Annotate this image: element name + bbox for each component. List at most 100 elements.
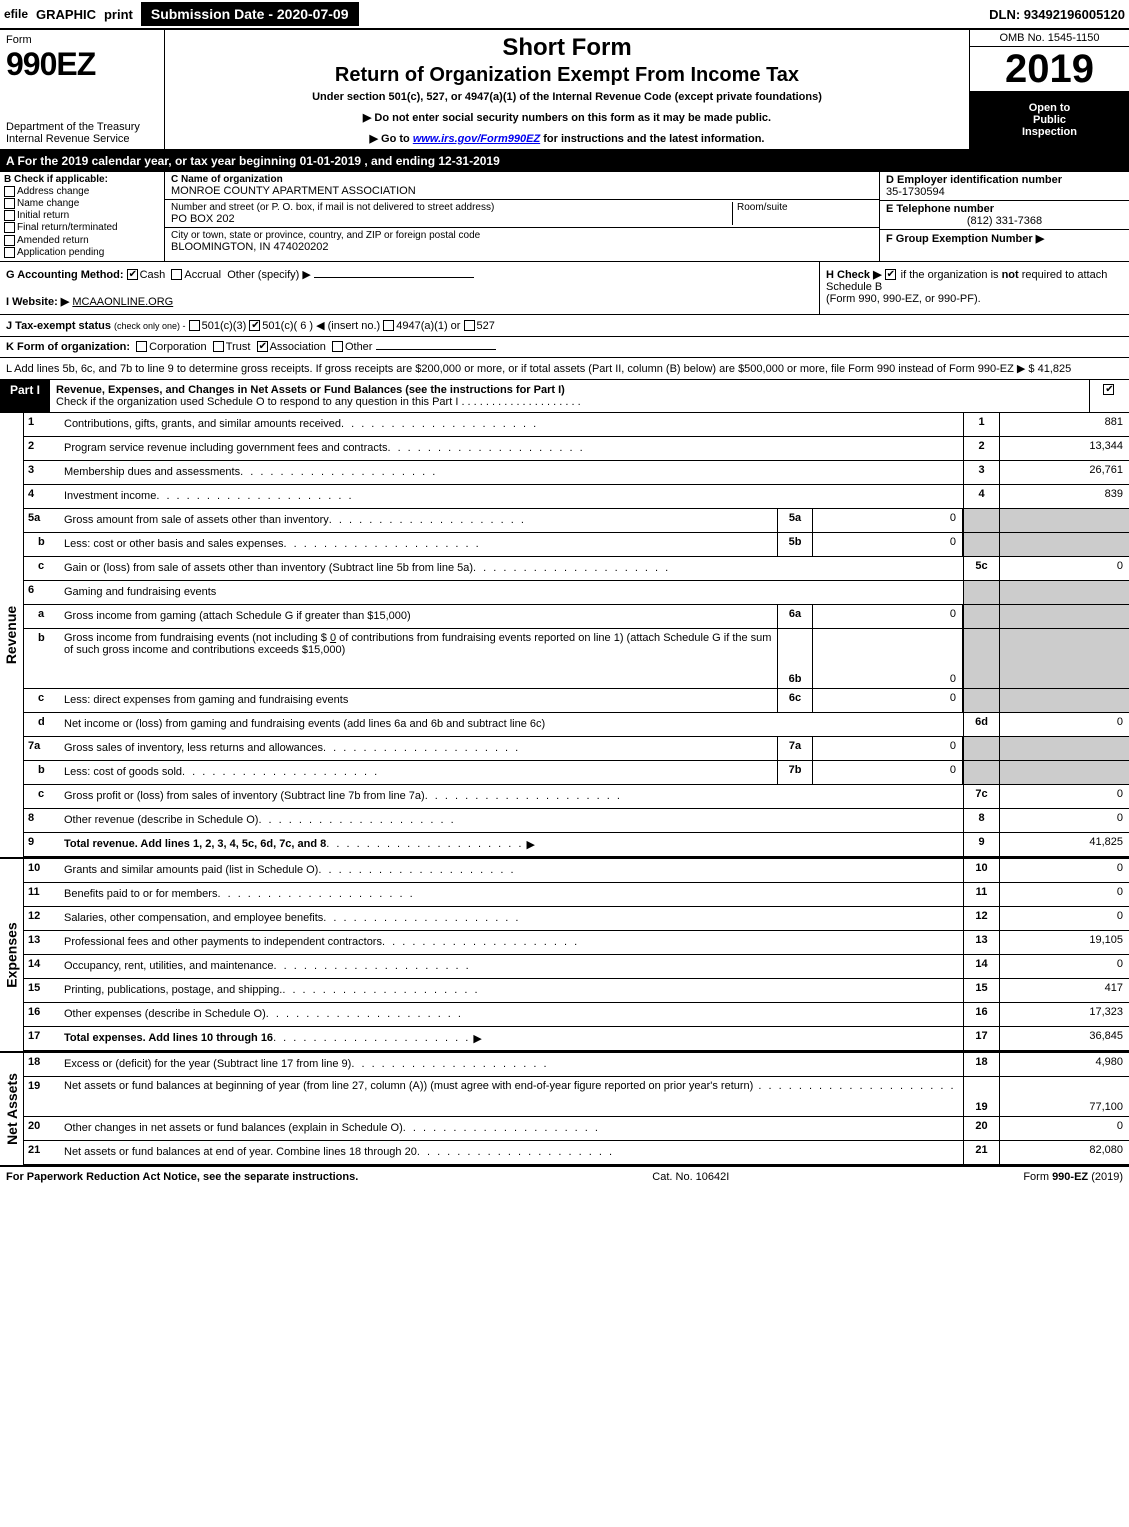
print-link[interactable]: print xyxy=(104,7,133,22)
line-21: 21 Net assets or fund balances at end of… xyxy=(24,1141,1129,1165)
part1-check[interactable] xyxy=(1089,380,1129,412)
line-5b-val: 0 xyxy=(813,533,963,556)
line-7a: 7a Gross sales of inventory, less return… xyxy=(24,737,1129,761)
form-header: Form 990EZ Department of the Treasury In… xyxy=(0,30,1129,151)
footer-left: For Paperwork Reduction Act Notice, see … xyxy=(6,1171,358,1183)
open-2: Public xyxy=(972,114,1127,126)
line-16: 16 Other expenses (describe in Schedule … xyxy=(24,1003,1129,1027)
line-6c-val: 0 xyxy=(813,689,963,712)
group-label: F Group Exemption Number ▶ xyxy=(886,233,1044,245)
room-suite: Room/suite xyxy=(733,202,873,225)
expenses-section: Expenses 10 Grants and similar amounts p… xyxy=(0,857,1129,1051)
line-21-val: 82,080 xyxy=(999,1141,1129,1164)
g-other: Other (specify) ▶ xyxy=(227,269,311,281)
l-row: L Add lines 5b, 6c, and 7b to line 9 to … xyxy=(0,358,1129,380)
ck-assoc[interactable] xyxy=(257,341,268,352)
line-7b: b Less: cost of goods sold 7b 0 xyxy=(24,761,1129,785)
ck-other[interactable] xyxy=(332,341,343,352)
j-501c3: 501(c)(3) xyxy=(202,320,247,332)
line-7b-val: 0 xyxy=(813,761,963,784)
form-number: 990EZ xyxy=(6,46,158,83)
ein-value: 35-1730594 xyxy=(886,186,1123,198)
top-bar: efile GRAPHIC print Submission Date - 20… xyxy=(0,0,1129,30)
j-label: J Tax-exempt status xyxy=(6,320,111,332)
j-sub: (check only one) - xyxy=(114,321,186,331)
ck-4947[interactable] xyxy=(383,320,394,331)
netassets-section: Net Assets 18 Excess or (deficit) for th… xyxy=(0,1051,1129,1165)
entity-block: B Check if applicable: Address change Na… xyxy=(0,172,1129,262)
ck-address-change[interactable]: Address change xyxy=(4,186,160,197)
city-value: BLOOMINGTON, IN 474020202 xyxy=(171,241,873,253)
line-6b-fill: 0 xyxy=(330,632,336,644)
line-19: 19 Net assets or fund balances at beginn… xyxy=(24,1077,1129,1117)
line-20-val: 0 xyxy=(999,1117,1129,1140)
go-to-post: for instructions and the latest informat… xyxy=(543,133,764,145)
street-addr: Number and street (or P. O. box, if mail… xyxy=(171,202,733,225)
org-name: MONROE COUNTY APARTMENT ASSOCIATION xyxy=(171,185,873,197)
h-text3: (Form 990, 990-EZ, or 990-PF). xyxy=(826,293,981,305)
line-1: 1 Contributions, gifts, grants, and simi… xyxy=(24,413,1129,437)
l-arrow: ▶ xyxy=(1017,363,1025,375)
line-5b: b Less: cost or other basis and sales ex… xyxy=(24,533,1129,557)
part1-badge: Part I xyxy=(0,380,50,412)
line-11-val: 0 xyxy=(999,883,1129,906)
line-6a-val: 0 xyxy=(813,605,963,628)
ck-final-return[interactable]: Final return/terminated xyxy=(4,222,160,233)
line-6d-val: 0 xyxy=(999,713,1129,736)
line-10: 10 Grants and similar amounts paid (list… xyxy=(24,859,1129,883)
ck-trust[interactable] xyxy=(213,341,224,352)
h-label: H Check ▶ xyxy=(826,269,882,281)
line-3: 3 Membership dues and assessments 3 26,7… xyxy=(24,461,1129,485)
box-c: C Name of organization MONROE COUNTY APA… xyxy=(165,172,879,261)
city-label: City or town, state or province, country… xyxy=(171,230,873,241)
line-18-val: 4,980 xyxy=(999,1053,1129,1076)
open-1: Open to xyxy=(972,102,1127,114)
under-section: Under section 501(c), 527, or 4947(a)(1)… xyxy=(173,91,961,103)
go-to-line: ▶ Go to www.irs.gov/Form990EZ for instru… xyxy=(173,132,961,145)
ck-accrual[interactable] xyxy=(171,269,182,280)
tel-value: (812) 331-7368 xyxy=(886,215,1123,227)
website-value[interactable]: MCAAONLINE.ORG xyxy=(72,296,173,308)
line-4: 4 Investment income 4 839 xyxy=(24,485,1129,509)
ck-527[interactable] xyxy=(464,320,475,331)
k-corp: Corporation xyxy=(149,341,206,353)
ck-amended-return[interactable]: Amended return xyxy=(4,235,160,246)
line-9: 9 Total revenue. Add lines 1, 2, 3, 4, 5… xyxy=(24,833,1129,857)
part1-header-row: Part I Revenue, Expenses, and Changes in… xyxy=(0,380,1129,413)
l-text: L Add lines 5b, 6c, and 7b to line 9 to … xyxy=(6,363,1014,375)
line-9-val: 41,825 xyxy=(999,833,1129,856)
revenue-section: Revenue 1 Contributions, gifts, grants, … xyxy=(0,413,1129,857)
line-4-val: 839 xyxy=(999,485,1129,508)
g-label: G Accounting Method: xyxy=(6,269,124,281)
footer: For Paperwork Reduction Act Notice, see … xyxy=(0,1165,1129,1187)
header-right: OMB No. 1545-1150 2019 Open to Public In… xyxy=(969,30,1129,149)
line-5c: c Gain or (loss) from sale of assets oth… xyxy=(24,557,1129,581)
ck-501c[interactable] xyxy=(249,320,260,331)
ein-label: D Employer identification number xyxy=(886,174,1123,186)
line-5a-val: 0 xyxy=(813,509,963,532)
line-6d: d Net income or (loss) from gaming and f… xyxy=(24,713,1129,737)
ck-name-change[interactable]: Name change xyxy=(4,198,160,209)
ck-501c3[interactable] xyxy=(189,320,200,331)
line-14-val: 0 xyxy=(999,955,1129,978)
ck-h[interactable] xyxy=(885,269,896,280)
part1-title-cell: Revenue, Expenses, and Changes in Net As… xyxy=(50,380,1089,412)
go-to-pre: ▶ Go to xyxy=(370,133,413,145)
line-2: 2 Program service revenue including gove… xyxy=(24,437,1129,461)
part1-subtitle: Check if the organization used Schedule … xyxy=(56,396,458,408)
irs-link[interactable]: www.irs.gov/Form990EZ xyxy=(413,133,540,145)
line-12-val: 0 xyxy=(999,907,1129,930)
ck-corp[interactable] xyxy=(136,341,147,352)
k-other: Other xyxy=(345,341,373,353)
line-7c: c Gross profit or (loss) from sales of i… xyxy=(24,785,1129,809)
k-row: K Form of organization: Corporation Trus… xyxy=(0,337,1129,358)
street-cell: Number and street (or P. O. box, if mail… xyxy=(165,200,879,228)
line-6c: c Less: direct expenses from gaming and … xyxy=(24,689,1129,713)
ck-cash[interactable] xyxy=(127,269,138,280)
line-15: 15 Printing, publications, postage, and … xyxy=(24,979,1129,1003)
g-accounting: G Accounting Method: Cash Accrual Other … xyxy=(0,262,819,314)
do-not-enter: ▶ Do not enter social security numbers o… xyxy=(173,111,961,124)
ck-application-pending[interactable]: Application pending xyxy=(4,247,160,258)
top-left: efile GRAPHIC print Submission Date - 20… xyxy=(4,2,359,26)
ck-initial-return[interactable]: Initial return xyxy=(4,210,160,221)
